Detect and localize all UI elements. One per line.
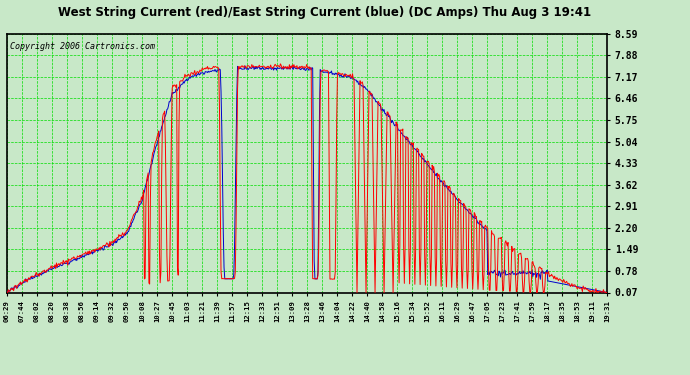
Text: West String Current (red)/East String Current (blue) (DC Amps) Thu Aug 3 19:41: West String Current (red)/East String Cu… bbox=[58, 6, 591, 19]
Text: Copyright 2006 Cartronics.com: Copyright 2006 Cartronics.com bbox=[10, 42, 155, 51]
